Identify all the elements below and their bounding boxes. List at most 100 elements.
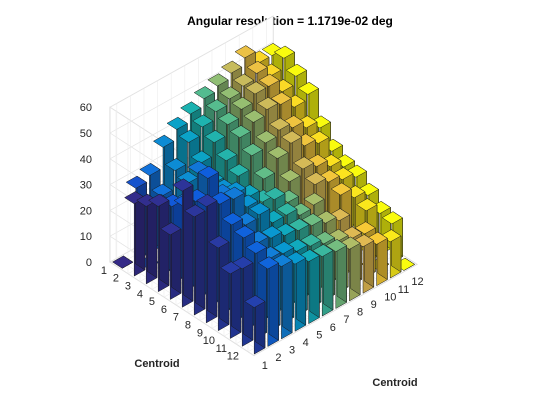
y-tick-label: 11 [216,343,227,355]
bar-top-face [330,182,352,196]
bar-side-face [159,193,170,287]
grid-line [109,261,255,356]
bar-top-face [223,186,245,200]
bar-top-face [228,163,250,177]
grid-line [116,257,261,353]
bar-top-face [229,125,252,138]
bar [184,204,206,316]
bar-top-face [190,150,212,164]
x-tick-label: 3 [289,345,295,357]
x-tick-label: 1 [262,360,268,372]
bar-side-face [207,193,218,318]
bar-top-face [192,114,214,128]
bar-side-face [282,253,293,334]
bar-top-face [258,73,280,87]
bar [124,191,146,277]
bar-top-face [253,166,276,180]
bar-top-face [232,73,255,87]
bar-top-face [246,60,268,74]
bar-side-face [147,193,158,279]
bar-top-face [248,202,271,216]
x-tick-label: 4 [303,337,309,349]
x-tick-label: 7 [343,314,349,326]
bar-top-face [178,129,200,143]
bar-top-face [193,86,216,100]
bar-top-face [354,221,376,235]
bar-top-face [233,225,256,239]
bar-top-face [148,193,170,207]
bar-top-face [312,244,334,257]
y-tick-label: 5 [149,296,155,308]
x-tick-label: 9 [371,299,377,311]
x-tick-label: 2 [275,352,281,364]
chart-title: Angular resolution = 1.1719e-02 deg [187,14,393,28]
bar-top-face [219,86,241,100]
z-tick-label: 30 [80,180,92,192]
z-tick-label: 60 [80,102,92,114]
bar-top-face [279,169,301,183]
bar-top-face [197,165,220,179]
bar-top-face [304,172,327,185]
bar-top-face [270,92,292,105]
x-tick-label: 5 [316,329,322,341]
bar-top-face [245,240,268,254]
bar-top-face [232,256,254,270]
y-tick-label: 7 [173,312,179,324]
x-tick-label: 11 [398,284,409,296]
x-axis-label: Centroid [372,377,417,389]
y-tick-label: 12 [227,351,239,363]
y-tick-label: 3 [125,281,131,293]
y-tick-label: 8 [185,320,191,332]
bar-side-face [268,256,279,341]
bar-top-face [220,60,243,74]
bar-top-face [325,239,348,252]
bar-top-face [255,130,277,144]
bar-top-face [356,198,378,212]
bar-top-face [288,218,310,232]
grid-line [109,15,274,108]
bar-top-face [381,211,404,225]
x-tick-label: 8 [357,307,363,319]
bar-top-face [205,99,228,113]
bar [208,235,230,332]
y-tick-label: 2 [113,273,119,285]
bar-top-face [285,63,308,77]
y-axis-label: Centroid [134,358,179,370]
bar-top-face [280,130,303,144]
bar [196,193,218,324]
bar-top-face [244,295,266,308]
bar-side-face [195,204,206,310]
bar-top-face [180,101,202,115]
bar-top-face [208,235,230,249]
bar [112,255,134,269]
bar-top-face [260,225,283,239]
y-tick-label: 1 [101,265,107,277]
bar-top-face [216,148,238,162]
bar-side-face [183,178,194,302]
bar-top-face [139,163,161,176]
bar-top-face [244,81,267,95]
x-tick-label: 10 [384,291,396,303]
bar [325,238,348,309]
bar [220,261,242,339]
bar-top-face [267,146,289,159]
bar-top-face [268,117,291,131]
bar-top-face [172,178,194,192]
bar-top-face [241,143,264,157]
bar-top-face [272,241,295,255]
bar [148,193,170,293]
y-tick-label: 10 [203,335,215,347]
bar [257,256,280,347]
bar [352,234,375,294]
z-tick-label: 0 [86,257,92,269]
bar-top-face [273,45,296,59]
bar-top-face [151,183,173,197]
bar-top-face [256,97,279,110]
y-tick-label: 6 [161,304,167,316]
bar-top-face [243,109,265,123]
bar-top-face [196,194,218,208]
z-tick-label: 50 [80,128,92,140]
bar-side-face [219,235,230,326]
